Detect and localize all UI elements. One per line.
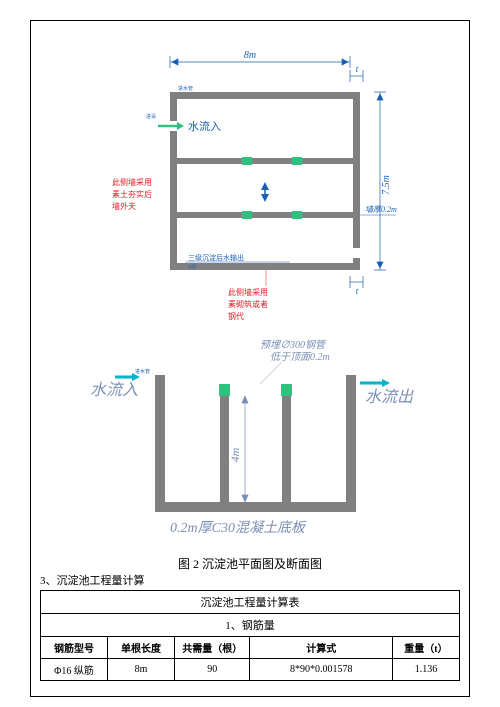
th-2: 共需量（根） <box>175 637 250 659</box>
table-group1: 1、钢筋量 <box>41 614 460 637</box>
pipe-leader <box>260 362 282 384</box>
note-left-3: 墙外天 <box>112 201 136 211</box>
plan-bottom-line-text: 三级沉淀后水输出 <box>188 253 244 262</box>
cyan-out-arrow <box>360 379 390 387</box>
green-markers <box>242 157 302 219</box>
diagram-svg: 8m t 进水管 进设 水流入 <box>60 50 440 540</box>
wall-thick-text: 墙厚0.2m <box>365 205 397 214</box>
pipe-label-2: 低于顶面0.2m <box>270 351 330 363</box>
note-left-1: 此侧墙采用 <box>112 177 152 187</box>
slab-label: 0.2m厚C30混凝土底板 <box>170 520 307 536</box>
dim-7-5m-text: 7.5m <box>381 175 392 195</box>
note-bot-3: 钢代 <box>228 311 244 321</box>
plan-walls <box>170 92 360 270</box>
dim-t-top-text: t <box>356 64 359 74</box>
inlet-tiny-sec: 进水管 <box>135 368 150 375</box>
green-pipes <box>219 384 292 396</box>
diagram-area: 8m t 进水管 进设 水流入 <box>60 50 440 530</box>
plan-bottom-tiny: 水管 <box>188 263 196 269</box>
note-left-2: 素土夯实后 <box>112 189 152 199</box>
td-1: 8m <box>108 659 175 681</box>
table-title: 沉淀池工程量计算表 <box>41 591 460 614</box>
figure-caption: 图 2 沉淀池平面图及断面图 <box>0 555 500 572</box>
th-1: 单根长度 <box>108 637 175 659</box>
th-3: 计算式 <box>250 637 392 659</box>
section-view: 预埋∅300钢管 低于顶面0.2m 进水管 水流入 水流出 4m 0.2m厚C3… <box>90 339 414 536</box>
plan-out-gap <box>353 248 360 258</box>
plan-view: 8m t 进水管 进设 水流入 <box>112 50 397 321</box>
section-heading: 3、沉淀池工程量计算 <box>40 572 145 588</box>
th-4: 重量（t） <box>392 637 459 659</box>
outflow-text-sec: 水流出 <box>365 388 414 406</box>
note-bot-1: 此侧墙采用 <box>228 287 268 297</box>
section-concrete <box>155 375 356 512</box>
inflow-text-sec: 水流入 <box>90 381 138 399</box>
inlet-tiny-plan: 进水管 <box>178 85 193 92</box>
th-0: 钢筋型号 <box>41 637 108 659</box>
td-3: 8*90*0.001578 <box>250 659 392 681</box>
td-0: Φ16 纵筋 <box>41 659 108 681</box>
dim-8m <box>170 56 350 68</box>
table-row: Φ16 纵筋 8m 90 8*90*0.001578 1.136 <box>41 659 460 681</box>
pipe-label-1: 预埋∅300钢管 <box>260 339 327 351</box>
note-bot-2: 素砌筑或者 <box>228 299 268 309</box>
dim-8m-text: 8m <box>244 50 256 61</box>
td-4: 1.136 <box>392 659 459 681</box>
dim-4m-text: 4m <box>228 447 242 462</box>
table-header-row: 钢筋型号 单根长度 共需量（根） 计算式 重量（t） <box>41 637 460 659</box>
inflow-text-plan: 水流入 <box>188 119 221 133</box>
td-2: 90 <box>175 659 250 681</box>
mid-blue-arrow <box>261 182 269 202</box>
dim-t-bot-text: t <box>356 286 359 296</box>
inlet-small-text: 进设 <box>146 113 156 120</box>
calc-table: 沉淀池工程量计算表 1、钢筋量 钢筋型号 单根长度 共需量（根） 计算式 重量（… <box>40 590 460 681</box>
dim-4m <box>242 396 248 502</box>
